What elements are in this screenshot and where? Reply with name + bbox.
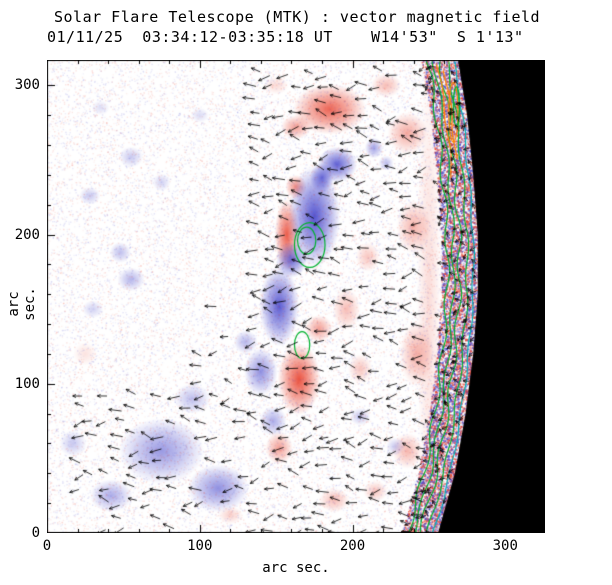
y-axis-title: arc sec. — [6, 287, 38, 321]
plot-subtitle: 01/11/25 03:34:12-03:35:18 UT W14'53" S … — [47, 28, 524, 46]
y-tick-label: 200 — [14, 226, 40, 243]
x-axis-title: arc sec. — [262, 560, 330, 576]
y-tick-label: 0 — [31, 525, 40, 541]
x-tick-label: 0 — [42, 538, 52, 554]
plot-title: Solar Flare Telescope (MTK) : vector mag… — [54, 8, 541, 26]
x-tick-label: 100 — [187, 538, 213, 554]
y-tick-label: 300 — [14, 77, 40, 94]
x-tick-label: 300 — [492, 538, 518, 554]
magnetogram-canvas — [47, 60, 545, 533]
y-tick-label: 100 — [14, 375, 40, 392]
x-tick-label: 200 — [339, 538, 366, 554]
